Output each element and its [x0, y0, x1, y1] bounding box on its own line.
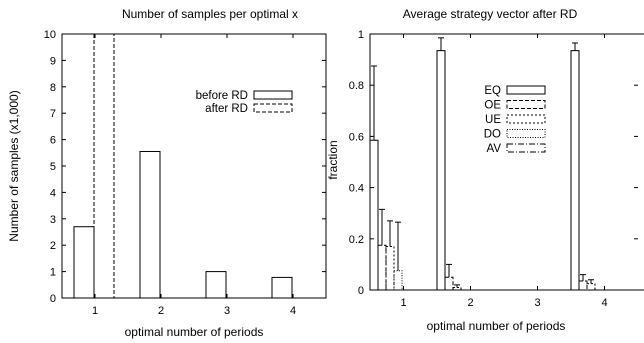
bar-series	[369, 37, 596, 291]
y-axis-label: Number of samples (x1,000)	[7, 90, 21, 241]
legend-label: after RD	[205, 103, 248, 115]
legend-swatch	[506, 129, 546, 138]
bar	[205, 271, 227, 299]
legend-swatch	[253, 103, 293, 113]
y-tick-label: 1	[50, 267, 56, 279]
y-tick-label: 10	[44, 29, 56, 41]
chart-title: Average strategy vector after RD	[403, 7, 578, 21]
bar	[271, 276, 293, 299]
x-tick-label: 2	[467, 297, 473, 309]
bar	[393, 270, 403, 291]
plot-frame	[369, 33, 644, 291]
legend-swatch	[506, 143, 546, 153]
y-tick-label: 1	[358, 29, 364, 41]
plot-frame	[61, 33, 327, 299]
bar	[570, 50, 580, 291]
y-axis-ticks: 0 0.2 0.4 0.6 0.8 1 1 2 3 4	[349, 29, 638, 309]
y-axis-label: fraction	[326, 140, 340, 179]
legend-swatch	[506, 100, 546, 109]
legend-swatch	[253, 90, 293, 100]
legend-label: OE	[484, 100, 501, 112]
legend-label: AV	[487, 143, 502, 155]
y-tick-label: 3	[50, 214, 56, 226]
bar	[436, 50, 446, 291]
legend: EQ OE UE DO AV	[484, 85, 546, 155]
y-tick-label: 7	[50, 108, 56, 120]
x-axis-label: optimal number of periods	[427, 319, 566, 333]
bar	[586, 283, 596, 291]
y-tick-label: 9	[50, 55, 56, 67]
y-tick-label: 4	[50, 187, 56, 199]
legend-swatch	[506, 114, 546, 124]
samples-chart: Number of samples per optimal x 0 1 2 3 4 5 6 7…	[7, 7, 327, 339]
legend-label: before RD	[196, 90, 248, 102]
x-tick-label: 2	[158, 305, 164, 317]
y-tick-label: 0	[50, 293, 56, 305]
chart-title: Number of samples per optimal x	[122, 7, 298, 21]
x-axis-label: optimal number of periods	[125, 325, 264, 339]
x-tick-label: 3	[534, 297, 540, 309]
legend-label: EQ	[484, 85, 501, 97]
y-tick-label: 6	[50, 135, 56, 147]
y-tick-label: 0	[358, 285, 364, 297]
x-tick-label: 1	[92, 305, 98, 317]
x-tick-label: 4	[601, 297, 607, 309]
bar	[385, 245, 395, 291]
legend-label: UE	[485, 114, 501, 126]
bar	[578, 280, 588, 291]
bar-series	[73, 33, 293, 299]
y-tick-label: 2	[50, 240, 56, 252]
legend-label: DO	[484, 129, 501, 141]
bar	[73, 226, 95, 299]
bar	[369, 139, 379, 291]
legend-swatch	[506, 85, 546, 95]
bar	[93, 33, 115, 299]
y-tick-label: 0.8	[349, 80, 364, 92]
y-axis-ticks: 0 1 2 3 4 5 6 7 8 9 10 1 2 3 4	[44, 29, 326, 317]
strategy-chart: Average strategy vector after RD 0 0.2 0.4…	[326, 7, 644, 333]
y-tick-label: 0.2	[349, 234, 364, 246]
y-tick-label: 0.4	[349, 183, 364, 195]
bar	[377, 244, 387, 291]
y-tick-label: 5	[50, 161, 56, 173]
x-tick-label: 4	[290, 305, 296, 317]
bar	[139, 150, 161, 299]
y-tick-label: 0.6	[349, 131, 364, 143]
bar	[444, 276, 454, 291]
y-tick-label: 8	[50, 82, 56, 94]
x-tick-label: 1	[400, 297, 406, 309]
x-tick-label: 3	[224, 305, 230, 317]
